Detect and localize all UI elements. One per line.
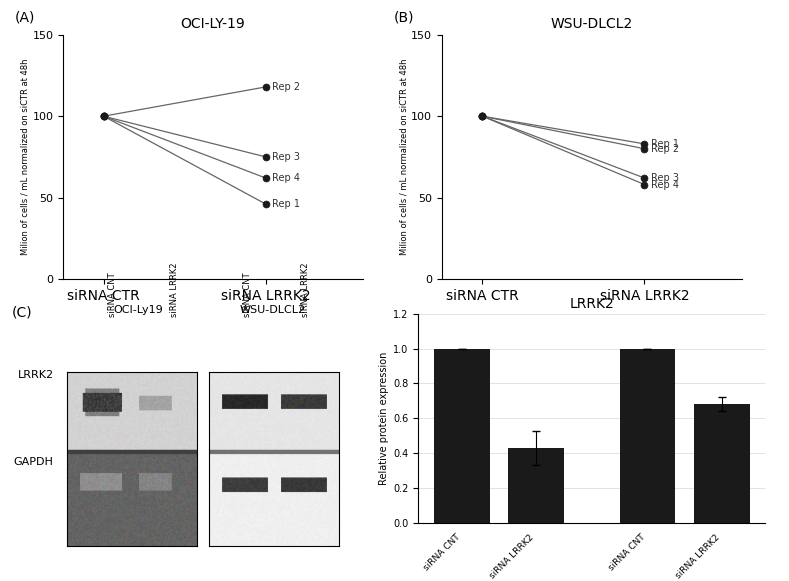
Y-axis label: Relative protein expression: Relative protein expression [379,352,389,485]
Y-axis label: Milion of cells / mL normalized on siCTR at 48h: Milion of cells / mL normalized on siCTR… [21,59,30,255]
Title: LRRK2: LRRK2 [570,297,614,311]
Bar [694,404,750,523]
Text: siRNA LRRK2: siRNA LRRK2 [170,262,178,317]
Text: OCI-Ly19: OCI-Ly19 [113,305,163,315]
Text: Rep 1: Rep 1 [272,199,300,209]
Text: Rep 4: Rep 4 [272,173,300,183]
Bar [619,349,675,523]
Text: Rep 3: Rep 3 [651,173,679,183]
Y-axis label: Milion of cells / mL normalized on siCTR at 48h: Milion of cells / mL normalized on siCTR… [399,59,409,255]
Text: Rep 1: Rep 1 [651,139,679,149]
Text: Rep 4: Rep 4 [651,180,679,189]
Text: WSU-DLCL2: WSU-DLCL2 [239,305,305,315]
Text: Rep 3: Rep 3 [272,152,300,162]
Text: GAPDH: GAPDH [13,457,54,467]
Bar [434,349,490,523]
Text: Rep 2: Rep 2 [651,144,679,154]
Text: (C): (C) [12,305,32,319]
Text: (A): (A) [15,10,36,24]
Title: OCI-LY-19: OCI-LY-19 [181,17,245,31]
Text: Rep 2: Rep 2 [272,82,301,92]
Text: siRNA LRRK2: siRNA LRRK2 [301,262,310,317]
Text: (B): (B) [394,10,414,24]
Bar [508,448,564,523]
Text: LRRK2: LRRK2 [17,370,54,380]
Text: siRNA CNT: siRNA CNT [108,272,117,317]
Title: WSU-DLCL2: WSU-DLCL2 [551,17,633,31]
Text: siRNA CNT: siRNA CNT [243,272,252,317]
